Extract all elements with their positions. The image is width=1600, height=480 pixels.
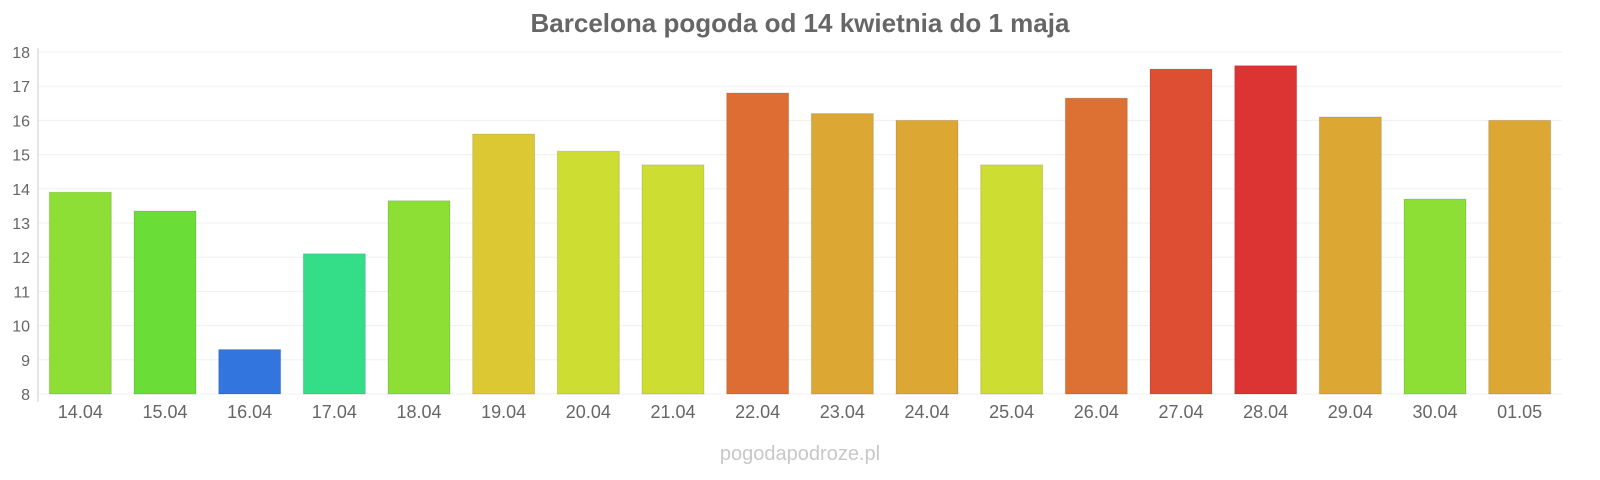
x-tick-label: 29.04 (1328, 402, 1373, 422)
y-tick-label: 15 (12, 148, 30, 165)
x-tick-label: 24.04 (904, 402, 949, 422)
bar-15.04 (133, 210, 197, 395)
x-tick-label: 17.04 (312, 402, 357, 422)
x-tick-label: 14.04 (58, 402, 103, 422)
chart-title: Barcelona pogoda od 14 kwietnia do 1 maj… (531, 8, 1070, 38)
y-tick-label: 12 (12, 250, 30, 267)
y-tick-label: 11 (13, 284, 30, 301)
bar-21.04 (641, 164, 705, 395)
x-tick-label: 25.04 (989, 402, 1034, 422)
x-tick-label: 26.04 (1074, 402, 1119, 422)
bar-19.04 (472, 133, 536, 395)
x-tick-label: 18.04 (396, 402, 441, 422)
x-tick-label: 16.04 (227, 402, 272, 422)
y-tick-label: 18 (12, 45, 30, 62)
x-tick-label: 15.04 (142, 402, 187, 422)
x-tick-label: 30.04 (1412, 402, 1457, 422)
y-tick-label: 13 (12, 216, 30, 233)
bar-18.04 (387, 200, 451, 395)
bar-01.05 (1488, 119, 1552, 395)
bar-20.04 (556, 150, 620, 395)
x-tick-label: 28.04 (1243, 402, 1288, 422)
y-tick-label: 17 (12, 79, 30, 96)
bar-26.04 (1064, 97, 1128, 395)
y-tick-label: 16 (12, 113, 30, 130)
bar-30.04 (1403, 198, 1467, 395)
x-tick-label: 20.04 (566, 402, 611, 422)
bar-29.04 (1318, 116, 1382, 395)
x-tick-label: 22.04 (735, 402, 780, 422)
x-tick-label: 23.04 (820, 402, 865, 422)
bar-24.04 (895, 119, 959, 395)
y-tick-label: 9 (21, 353, 30, 370)
x-tick-label: 27.04 (1158, 402, 1203, 422)
bar-27.04 (1149, 68, 1213, 395)
bar-25.04 (980, 164, 1044, 395)
x-tick-label: 01.05 (1497, 402, 1542, 422)
source-watermark: pogodapodroze.pl (720, 443, 880, 465)
y-tick-label: 10 (12, 319, 30, 336)
bar-16.04 (218, 349, 282, 395)
bar-28.04 (1234, 65, 1298, 395)
y-tick-label: 8 (21, 387, 30, 404)
y-tick-label: 14 (12, 182, 30, 199)
bar-14.04 (48, 191, 112, 395)
bar-17.04 (302, 253, 366, 395)
x-tick-label: 21.04 (650, 402, 695, 422)
bar-23.04 (810, 113, 874, 395)
x-tick-label: 19.04 (481, 402, 526, 422)
bar-22.04 (726, 92, 790, 395)
